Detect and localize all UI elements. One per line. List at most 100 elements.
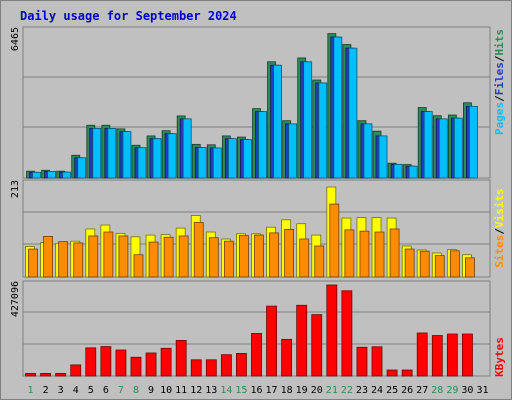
panel-0-legend: Pages/Files/Hits <box>493 29 506 135</box>
bar-pages-day-15 <box>243 139 252 179</box>
bar-kbytes-day-6 <box>100 346 112 377</box>
visits-sites-panel <box>22 179 491 278</box>
x-tick-label-3: 3 <box>58 385 64 396</box>
bar-sites-day-9 <box>148 241 159 278</box>
bar-pages-day-18 <box>288 123 298 179</box>
legend-files: Files <box>493 62 506 95</box>
bar-kbytes-day-23 <box>356 346 368 377</box>
kbytes-panel <box>22 280 491 377</box>
x-tick-label-16: 16 <box>250 385 262 396</box>
bar-sites-day-7 <box>118 235 129 278</box>
x-tick-label-18: 18 <box>281 385 293 396</box>
bar-kbytes-day-28 <box>431 335 443 377</box>
bar-pages-day-7 <box>122 131 132 179</box>
bar-pages-day-9 <box>152 138 162 179</box>
bar-kbytes-day-10 <box>160 347 172 377</box>
bar-pages-day-27 <box>423 111 433 179</box>
bar-sites-day-5 <box>88 235 99 278</box>
panel-2-legend: KBytes <box>493 337 506 377</box>
bar-sites-day-11 <box>178 235 189 278</box>
x-tick-label-8: 8 <box>133 385 139 396</box>
legend-visits: Visits <box>493 188 506 228</box>
legend-sites: Sites <box>493 235 506 268</box>
bar-pages-day-16 <box>258 111 267 179</box>
bar-sites-day-27 <box>419 250 430 278</box>
bar-kbytes-day-8 <box>130 356 142 377</box>
x-tick-label-20: 20 <box>311 385 323 396</box>
bar-pages-day-13 <box>212 147 222 179</box>
bar-pages-day-28 <box>438 118 448 179</box>
bar-pages-day-20 <box>318 82 328 179</box>
bar-kbytes-day-14 <box>220 354 232 377</box>
legend-hits: Hits <box>493 29 506 56</box>
bar-kbytes-day-13 <box>205 359 217 377</box>
chart-title: Daily usage for September 2024 <box>20 9 237 23</box>
x-tick-label-28: 28 <box>431 385 443 396</box>
bar-sites-day-18 <box>284 229 295 278</box>
bar-pages-day-17 <box>273 64 282 179</box>
x-tick-label-14: 14 <box>220 385 232 396</box>
bar-sites-day-15 <box>239 235 249 278</box>
bar-kbytes-day-15 <box>236 353 247 377</box>
bar-kbytes-day-11 <box>175 340 187 377</box>
bar-sites-day-20 <box>314 245 325 278</box>
bar-pages-day-4 <box>77 157 87 179</box>
x-tick-label-10: 10 <box>160 385 172 396</box>
bar-pages-day-21 <box>333 36 343 179</box>
bar-pages-day-24 <box>378 135 388 179</box>
bar-kbytes-day-22 <box>341 290 353 377</box>
bar-kbytes-day-27 <box>416 332 428 377</box>
bar-sites-day-25 <box>389 228 400 278</box>
bar-pages-day-3 <box>62 171 72 179</box>
legend-sep-3: / <box>493 228 506 235</box>
bar-sites-day-14 <box>223 240 234 278</box>
bar-pages-day-1 <box>32 171 41 179</box>
bar-sites-day-21 <box>329 203 340 278</box>
bar-sites-day-1 <box>28 248 38 278</box>
bar-pages-day-14 <box>227 138 237 179</box>
bar-kbytes-day-30 <box>462 333 473 377</box>
bar-sites-day-17 <box>269 232 279 278</box>
bar-sites-day-12 <box>193 222 204 278</box>
x-axis-day-labels: 1 2 3 4 5 6 7 8 9 10 11 12 13 14 15 16 17 18 19 20 21 22 23 24 2… <box>28 385 489 396</box>
x-tick-label-15: 15 <box>235 385 247 396</box>
bar-kbytes-day-16 <box>251 332 262 377</box>
bar-kbytes-day-26 <box>401 369 413 377</box>
bar-sites-day-6 <box>103 231 114 278</box>
x-tick-label-1: 1 <box>28 385 34 396</box>
bar-pages-day-19 <box>303 61 313 179</box>
x-tick-label-23: 23 <box>356 385 368 396</box>
panel-0-ymax-label: 6465 <box>10 27 21 51</box>
bar-sites-day-26 <box>404 248 415 278</box>
bar-kbytes-day-5 <box>85 347 97 377</box>
bar-sites-day-19 <box>299 238 310 278</box>
x-tick-label-27: 27 <box>416 385 428 396</box>
panel-1-ymax-label: 213 <box>10 180 21 198</box>
bar-sites-day-29 <box>449 250 460 278</box>
x-tick-label-9: 9 <box>148 385 154 396</box>
x-tick-label-13: 13 <box>205 385 217 396</box>
bar-pages-day-29 <box>453 117 463 179</box>
x-tick-label-21: 21 <box>326 385 338 396</box>
x-tick-label-22: 22 <box>341 385 353 396</box>
hits-files-pages-panel <box>22 26 491 179</box>
bar-kbytes-day-18 <box>281 338 293 377</box>
x-tick-label-29: 29 <box>446 385 458 396</box>
bar-sites-day-2 <box>43 235 53 278</box>
x-tick-label-31: 31 <box>476 385 488 396</box>
x-tick-label-2: 2 <box>43 385 49 396</box>
x-tick-label-25: 25 <box>386 385 398 396</box>
bar-sites-day-10 <box>163 236 174 278</box>
bar-pages-day-23 <box>363 123 373 179</box>
bar-sites-day-13 <box>208 237 219 278</box>
x-tick-label-5: 5 <box>88 385 94 396</box>
bar-pages-day-26 <box>408 165 418 179</box>
bar-sites-day-24 <box>374 231 385 278</box>
x-tick-label-30: 30 <box>461 385 473 396</box>
bar-pages-day-6 <box>107 128 117 179</box>
bar-pages-day-5 <box>92 128 102 179</box>
x-tick-label-6: 6 <box>103 385 109 396</box>
legend-sep-1: / <box>493 95 506 102</box>
bar-kbytes-day-9 <box>145 352 157 377</box>
bar-pages-day-25 <box>393 163 403 179</box>
